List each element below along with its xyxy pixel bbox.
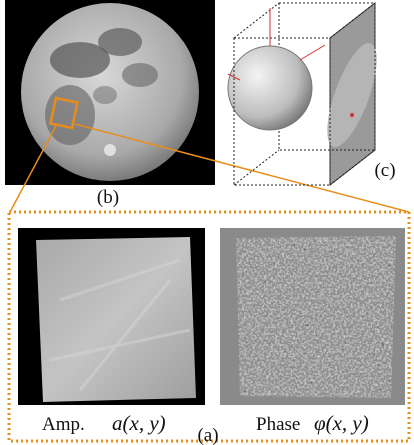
- sphere-cube-diagram: [228, 3, 387, 185]
- panel-label: (a): [197, 425, 218, 445]
- amplitude-image: [18, 228, 205, 405]
- caption-symbol: φ(x, y): [314, 411, 369, 435]
- figure: (b) (c) Amp. a(x, y) (a) Phase φ(x, y): [0, 0, 414, 445]
- caption-text: Amp.: [42, 414, 85, 435]
- panel-label: (b): [97, 187, 119, 208]
- caption-text: Phase: [256, 414, 300, 435]
- caption-symbol: a(x, y): [112, 411, 166, 435]
- moon-image: [5, 0, 215, 185]
- phase-image: [220, 228, 405, 405]
- panel-label: (c): [374, 160, 395, 181]
